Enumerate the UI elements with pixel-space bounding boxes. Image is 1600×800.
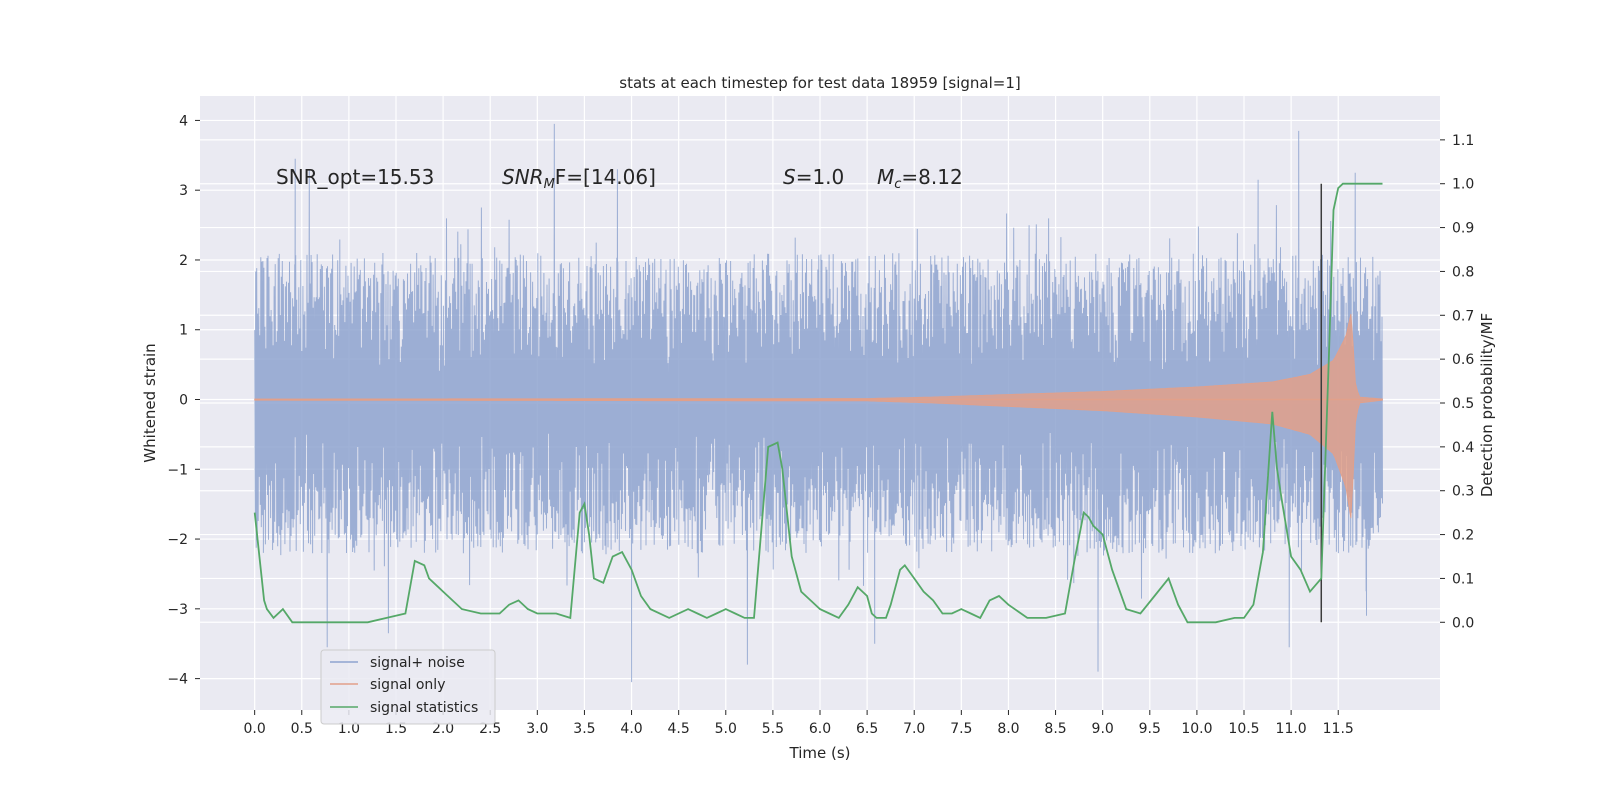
- y-tick-label: 1: [179, 323, 188, 339]
- legend-label-signal-only: signal only: [370, 677, 445, 693]
- y-axis-label: Whitened strain: [141, 343, 159, 462]
- x-tick-label: 11.5: [1323, 721, 1354, 737]
- y-tick-label: 4: [179, 113, 188, 129]
- x-tick-label: 11.0: [1276, 721, 1307, 737]
- legend-label-signal-statistics: signal statistics: [370, 700, 478, 716]
- y-right-tick-label: 0.3: [1452, 484, 1474, 500]
- y-right-tick-label: 1.0: [1452, 177, 1474, 193]
- y-right-tick-label: 0.6: [1452, 352, 1474, 368]
- y-right-tick-label: 0.1: [1452, 571, 1474, 587]
- annotation-snr-mf: SNRMF=[14.06]: [502, 165, 656, 192]
- y-tick-label: 0: [179, 393, 188, 409]
- y-right-tick-label: 0.8: [1452, 264, 1474, 280]
- snr-mf-suffix: F=[14.06]: [555, 165, 656, 189]
- x-tick-label: 4.0: [620, 721, 642, 737]
- y-right-axis-ticks: 1.1 1.0 0.9 0.8 0.7 0.6 0.5 0.4 0.3 0.2 0.1 0.0: [1440, 133, 1474, 631]
- y-tick-label: −4: [167, 672, 188, 688]
- legend: signal+ noise signal only signal statist…: [320, 649, 496, 725]
- y-tick-label: 3: [179, 183, 188, 199]
- x-tick-label: 0.5: [291, 721, 313, 737]
- x-tick-label: 2.0: [432, 721, 454, 737]
- x-tick-label: 3.5: [573, 721, 595, 737]
- signal-statistics-line: [253, 182, 1383, 624]
- y-axis-ticks: 4 3 2 1 0 −1 −2 −3 −4: [167, 113, 200, 688]
- y-right-tick-label: 0.4: [1452, 440, 1474, 456]
- signal-noise-series: [254, 123, 1383, 683]
- snr-mf-prefix: SNR: [502, 165, 544, 189]
- annotation-mc: Mc=8.12: [877, 165, 963, 192]
- x-tick-label: 4.5: [668, 721, 690, 737]
- x-tick-label: 1.5: [385, 721, 407, 737]
- x-tick-label: 0.0: [244, 721, 266, 737]
- y-tick-label: −2: [167, 532, 188, 548]
- y-right-tick-label: 0.2: [1452, 528, 1474, 544]
- x-tick-label: 8.5: [1044, 721, 1066, 737]
- x-tick-label: 1.0: [338, 721, 360, 737]
- legend-label-signal-noise: signal+ noise: [370, 655, 465, 671]
- x-tick-label: 10.5: [1228, 721, 1259, 737]
- x-tick-label: 7.0: [903, 721, 925, 737]
- x-tick-label: 6.0: [809, 721, 831, 737]
- y-right-tick-label: 0.9: [1452, 221, 1474, 237]
- x-tick-label: 5.0: [715, 721, 737, 737]
- signal-only-series: [254, 313, 1383, 519]
- snr-mf-subscript: M: [544, 177, 555, 192]
- x-tick-label: 8.0: [997, 721, 1019, 737]
- y-tick-label: −1: [167, 462, 188, 478]
- y-right-tick-label: 0.7: [1452, 308, 1474, 324]
- y-right-axis-label: Detection probability/MF: [1478, 313, 1496, 497]
- x-tick-label: 9.0: [1092, 721, 1114, 737]
- signal-statistics-series: [253, 182, 1383, 624]
- y-tick-label: −3: [167, 602, 188, 618]
- chart-title: stats at each timestep for test data 189…: [619, 74, 1020, 92]
- legend-box: [320, 649, 496, 725]
- x-tick-label: 6.5: [856, 721, 878, 737]
- s-value: =1.0: [796, 165, 845, 189]
- x-axis-label: Time (s): [789, 744, 851, 762]
- annotation-snr-opt: SNR_opt=15.53: [276, 165, 434, 189]
- x-tick-label: 9.5: [1139, 721, 1161, 737]
- x-tick-label: 3.0: [526, 721, 548, 737]
- x-axis-ticks: 0.0 0.5 1.0 1.5 2.0 2.5 3.0 3.5 4.0 4.5 5.0 5.5 6.0 6…: [244, 710, 1354, 737]
- mc-value: =8.12: [901, 165, 962, 189]
- mc-variable: M: [877, 165, 894, 189]
- x-tick-label: 7.5: [950, 721, 972, 737]
- x-tick-label: 2.5: [479, 721, 501, 737]
- y-right-tick-label: 0.5: [1452, 396, 1474, 412]
- mc-subscript: c: [894, 177, 901, 192]
- s-variable: S: [783, 165, 796, 189]
- x-tick-label: 5.5: [762, 721, 784, 737]
- y-right-tick-label: 1.1: [1452, 133, 1474, 149]
- y-tick-label: 2: [179, 253, 188, 269]
- y-right-tick-label: 0.0: [1452, 615, 1474, 631]
- signal-noise-line: [254, 123, 1383, 683]
- annotation-s: S=1.0: [783, 165, 844, 189]
- x-tick-label: 10.0: [1181, 721, 1212, 737]
